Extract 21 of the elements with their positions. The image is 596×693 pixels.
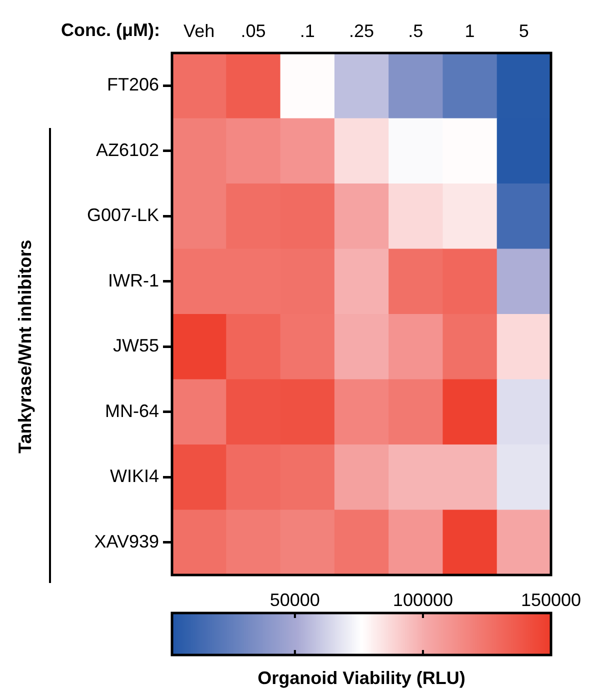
x-tick-label: 1 (464, 21, 475, 42)
color-bar-label: 50000 (270, 590, 320, 610)
color-bar-title: Organoid Viability (RLU) (258, 668, 466, 688)
x-tick-label: .05 (240, 21, 266, 42)
color-bar-label: 100000 (392, 590, 453, 610)
x-tick-label: .5 (408, 21, 424, 42)
y-tick-label: XAV939 (94, 531, 159, 552)
x-tick-label: .1 (300, 21, 315, 42)
y-tick-label: WIKI4 (110, 466, 159, 486)
x-axis-title: Conc. (μM): (61, 20, 160, 40)
y-tick-label: MN-64 (104, 400, 159, 421)
y-tick-label: FT206 (106, 74, 159, 95)
y-axis-title: Tankyrase/Wnt inhibitors (14, 240, 35, 454)
x-tick-label: .25 (348, 21, 374, 42)
y-tick-label: G007-LK (86, 205, 159, 226)
y-tick-label: JW55 (112, 336, 159, 356)
x-tick-label: 5 (518, 21, 529, 42)
x-tick-label: Veh (184, 21, 215, 42)
y-tick-label: AZ6102 (96, 140, 159, 160)
color-bar-label: 150000 (520, 590, 582, 610)
y-tick-label: IWR-1 (108, 270, 159, 290)
